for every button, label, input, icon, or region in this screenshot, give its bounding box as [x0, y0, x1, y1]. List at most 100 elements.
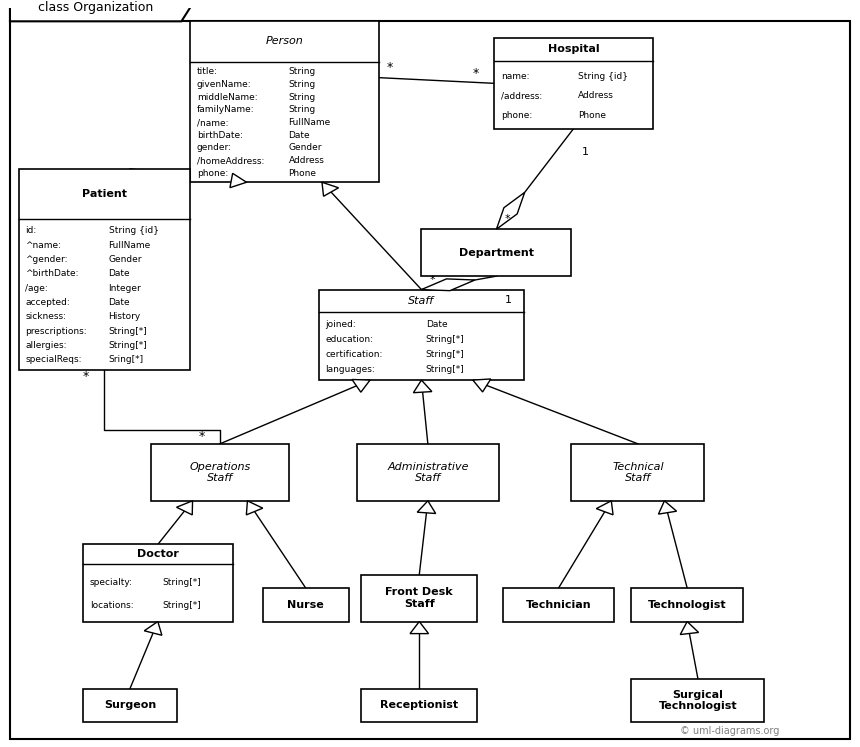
- FancyBboxPatch shape: [318, 290, 525, 380]
- Text: locations:: locations:: [89, 601, 133, 610]
- Polygon shape: [144, 622, 162, 635]
- Text: 1: 1: [582, 147, 589, 158]
- Text: String[*]: String[*]: [426, 335, 464, 344]
- Polygon shape: [410, 622, 428, 633]
- FancyBboxPatch shape: [190, 22, 378, 182]
- Text: sickness:: sickness:: [26, 312, 66, 321]
- Text: Staff: Staff: [408, 296, 434, 306]
- Text: Surgical
Technologist: Surgical Technologist: [659, 689, 737, 711]
- FancyBboxPatch shape: [361, 689, 477, 722]
- Text: History: History: [108, 312, 141, 321]
- Text: gender:: gender:: [197, 143, 232, 152]
- Text: ^gender:: ^gender:: [26, 255, 68, 264]
- Text: certification:: certification:: [325, 350, 383, 359]
- Text: id:: id:: [26, 226, 37, 235]
- FancyBboxPatch shape: [631, 588, 743, 622]
- Text: Phone: Phone: [289, 169, 316, 178]
- Text: String[*]: String[*]: [426, 350, 464, 359]
- Text: /homeAddress:: /homeAddress:: [197, 156, 264, 165]
- Text: String[*]: String[*]: [108, 326, 147, 335]
- Text: ^name:: ^name:: [26, 241, 61, 249]
- Text: title:: title:: [197, 67, 218, 76]
- Text: FullName: FullName: [108, 241, 150, 249]
- Text: Surgeon: Surgeon: [104, 701, 157, 710]
- Text: /age:: /age:: [26, 284, 48, 293]
- Text: *: *: [199, 430, 205, 444]
- Text: givenName:: givenName:: [197, 80, 251, 89]
- Text: String: String: [289, 105, 316, 114]
- Text: Date: Date: [426, 320, 447, 329]
- Text: Administrative
Staff: Administrative Staff: [387, 462, 469, 483]
- Text: education:: education:: [325, 335, 373, 344]
- Text: Date: Date: [108, 269, 130, 278]
- Text: Nurse: Nurse: [287, 600, 324, 610]
- Text: String {id}: String {id}: [578, 72, 628, 81]
- Text: Address: Address: [578, 91, 614, 100]
- Text: Technical
Staff: Technical Staff: [612, 462, 664, 483]
- Text: middleName:: middleName:: [197, 93, 257, 102]
- Text: String[*]: String[*]: [163, 577, 201, 586]
- Polygon shape: [417, 500, 436, 513]
- Text: accepted:: accepted:: [26, 298, 71, 307]
- FancyBboxPatch shape: [357, 444, 499, 500]
- Text: name:: name:: [501, 72, 530, 81]
- Text: Operations
Staff: Operations Staff: [189, 462, 250, 483]
- Polygon shape: [680, 622, 698, 634]
- Polygon shape: [246, 500, 263, 515]
- Text: phone:: phone:: [501, 111, 532, 120]
- Text: /address:: /address:: [501, 91, 543, 100]
- FancyBboxPatch shape: [631, 678, 765, 722]
- FancyBboxPatch shape: [503, 588, 614, 622]
- Text: String: String: [289, 93, 316, 102]
- Polygon shape: [421, 279, 475, 291]
- FancyBboxPatch shape: [19, 169, 190, 370]
- Text: 1: 1: [505, 295, 512, 305]
- Text: Gender: Gender: [289, 143, 322, 152]
- Text: *: *: [430, 275, 436, 285]
- Text: String[*]: String[*]: [426, 365, 464, 374]
- FancyBboxPatch shape: [263, 588, 348, 622]
- Polygon shape: [322, 182, 339, 196]
- FancyBboxPatch shape: [421, 229, 571, 276]
- Text: ^birthDate:: ^birthDate:: [26, 269, 79, 278]
- FancyBboxPatch shape: [361, 574, 477, 622]
- Text: familyName:: familyName:: [197, 105, 255, 114]
- Text: Patient: Patient: [82, 189, 126, 199]
- Text: Technician: Technician: [525, 600, 592, 610]
- Text: Date: Date: [108, 298, 130, 307]
- FancyBboxPatch shape: [83, 689, 177, 722]
- Text: Sring[*]: Sring[*]: [108, 356, 144, 365]
- Text: String {id}: String {id}: [108, 226, 158, 235]
- Text: *: *: [505, 214, 511, 225]
- Text: FullName: FullName: [289, 118, 331, 127]
- Text: Department: Department: [459, 248, 534, 258]
- Text: Technologist: Technologist: [648, 600, 727, 610]
- Polygon shape: [473, 379, 491, 392]
- Text: birthDate:: birthDate:: [197, 131, 243, 140]
- Text: String: String: [289, 80, 316, 89]
- Text: Integer: Integer: [108, 284, 141, 293]
- Polygon shape: [230, 173, 247, 187]
- Text: joined:: joined:: [325, 320, 356, 329]
- Polygon shape: [659, 500, 677, 514]
- Text: Person: Person: [266, 37, 303, 46]
- Text: Hospital: Hospital: [548, 44, 599, 55]
- Text: *: *: [473, 66, 479, 80]
- Text: phone:: phone:: [197, 169, 228, 178]
- Text: /name:: /name:: [197, 118, 229, 127]
- Text: Doctor: Doctor: [137, 549, 179, 559]
- Text: String[*]: String[*]: [108, 341, 147, 350]
- Text: *: *: [387, 61, 393, 74]
- Text: Front Desk
Staff: Front Desk Staff: [385, 587, 453, 609]
- FancyBboxPatch shape: [571, 444, 704, 500]
- Text: prescriptions:: prescriptions:: [26, 326, 87, 335]
- Polygon shape: [596, 500, 613, 515]
- Text: allergies:: allergies:: [26, 341, 67, 350]
- Text: languages:: languages:: [325, 365, 375, 374]
- Text: String[*]: String[*]: [163, 601, 201, 610]
- Polygon shape: [414, 380, 432, 393]
- FancyBboxPatch shape: [151, 444, 289, 500]
- Text: Receptionist: Receptionist: [380, 701, 458, 710]
- Text: String: String: [289, 67, 316, 76]
- FancyBboxPatch shape: [494, 38, 653, 128]
